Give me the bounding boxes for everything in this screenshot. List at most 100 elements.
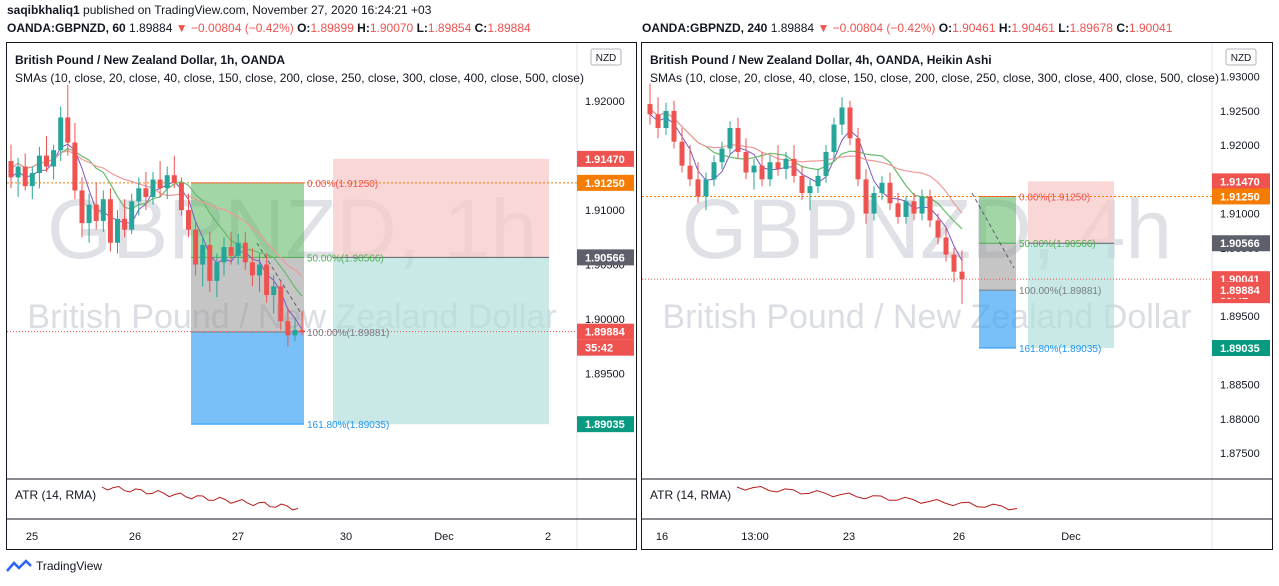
currency-label: NZD bbox=[596, 53, 617, 64]
candle-body bbox=[136, 188, 142, 202]
candle-body bbox=[847, 107, 853, 139]
y-tick-label: 1.88000 bbox=[1220, 414, 1260, 426]
fib-zone-50-100 bbox=[979, 243, 1016, 291]
candle-body bbox=[863, 179, 869, 214]
price-axis-label-bg bbox=[577, 150, 634, 167]
candle-body bbox=[178, 182, 184, 211]
candle-body bbox=[919, 196, 925, 214]
y-tick-label: 1.92500 bbox=[1220, 106, 1260, 118]
y-tick-label: 1.91000 bbox=[1220, 209, 1260, 221]
price-axis-label: 35:42 bbox=[585, 343, 613, 355]
sma-line bbox=[649, 108, 963, 214]
candle-body bbox=[242, 242, 248, 263]
candle-body bbox=[935, 220, 941, 238]
candle-body bbox=[44, 155, 49, 167]
candle-body bbox=[235, 242, 241, 256]
candle-body bbox=[887, 182, 893, 204]
candle-body bbox=[743, 151, 749, 173]
candle-body bbox=[22, 166, 28, 187]
candle-body bbox=[751, 165, 757, 173]
indicator-legend: SMAs (10, close, 20, close, 40, close, 1… bbox=[15, 71, 584, 85]
candle-body bbox=[823, 151, 829, 176]
candle-body bbox=[791, 158, 797, 176]
price-axis-label-bg bbox=[577, 339, 634, 356]
currency-label: NZD bbox=[1231, 53, 1252, 64]
fib-label: 161.80%(1.89035) bbox=[307, 420, 389, 431]
candle-body bbox=[207, 244, 213, 281]
target-zone bbox=[1028, 243, 1114, 349]
price-axis-label: 1.91250 bbox=[585, 178, 625, 190]
close-value: 1.89884 bbox=[487, 21, 531, 35]
chart-1h[interactable]: GBPNZD, 1hBritish Pound / New Zealand Do… bbox=[7, 43, 637, 550]
tradingview-logo-icon bbox=[6, 559, 32, 572]
price-axis-label: 1.89884 bbox=[585, 327, 626, 339]
candle-body bbox=[115, 218, 120, 243]
publish-info: published on TradingView.com, November 2… bbox=[83, 3, 432, 17]
candle-body bbox=[264, 264, 270, 296]
fib-label: 50.00%(1.90566) bbox=[1019, 239, 1096, 250]
price-axis-label: 1.89035 bbox=[1220, 343, 1260, 355]
chart-panel-4h[interactable]: GBPNZD, 4h British Pound / New Zealand Do… bbox=[641, 42, 1273, 550]
candle-body bbox=[943, 237, 949, 255]
chart-title: British Pound / New Zealand Dollar, 4h, … bbox=[650, 53, 992, 67]
candle-body bbox=[58, 117, 64, 151]
candle-body bbox=[679, 141, 685, 166]
x-tick-label: 23 bbox=[843, 531, 855, 543]
change: −0.00804 (−0.42%) bbox=[832, 21, 936, 35]
candle-body bbox=[193, 229, 199, 265]
low-value: 1.89678 bbox=[1069, 21, 1113, 35]
candle-body bbox=[839, 107, 845, 125]
brand-name[interactable]: TradingView bbox=[36, 559, 103, 573]
candle-body bbox=[671, 110, 677, 142]
y-tick-label: 1.88500 bbox=[1220, 380, 1260, 392]
currency-badge bbox=[1225, 48, 1257, 66]
footer: TradingView bbox=[6, 559, 102, 573]
candle-body bbox=[299, 329, 305, 333]
price-axis-label-bg bbox=[1212, 340, 1270, 357]
candle-body bbox=[831, 124, 837, 152]
symbol: OANDA:GBPNZD, 240 bbox=[642, 21, 768, 35]
sma-line bbox=[649, 113, 963, 262]
atr-line bbox=[101, 485, 299, 511]
candle-body bbox=[687, 165, 693, 180]
price-axis-label: 1.91250 bbox=[1220, 191, 1260, 203]
candle-body bbox=[72, 142, 78, 191]
price-axis-label-bg bbox=[577, 249, 634, 266]
price-axis-label-bg bbox=[1212, 235, 1270, 252]
x-tick-label: Dec bbox=[434, 531, 454, 543]
y-tick-label: 1.93000 bbox=[1220, 72, 1260, 84]
x-tick-label: 25 bbox=[26, 531, 38, 543]
indicator-legend: SMAs (10, close, 20, close, 40, close, 1… bbox=[650, 71, 1219, 85]
candle-body bbox=[164, 175, 170, 189]
close-value: 1.90041 bbox=[1128, 21, 1173, 35]
candle-body bbox=[15, 166, 21, 178]
fib-label: 50.00%(1.90566) bbox=[307, 253, 384, 264]
candle-body bbox=[727, 128, 733, 149]
chart-panel-1h[interactable]: GBPNZD, 1hBritish Pound / New Zealand Do… bbox=[6, 42, 637, 550]
high-value: 1.90070 bbox=[369, 21, 414, 35]
candle-body bbox=[655, 114, 661, 129]
candle-body bbox=[36, 155, 42, 174]
candle-body bbox=[719, 148, 725, 163]
author-name[interactable]: saqibkhaliq1 bbox=[7, 3, 80, 17]
candle-body bbox=[93, 204, 99, 221]
candle-body bbox=[703, 179, 709, 197]
price-axis-label: 1.89884 bbox=[1220, 285, 1261, 297]
atr-label: ATR (14, RMA) bbox=[650, 488, 731, 502]
symbol: OANDA:GBPNZD, 60 bbox=[7, 21, 126, 35]
y-tick-label: 1.87500 bbox=[1220, 448, 1260, 460]
candle-body bbox=[775, 162, 781, 170]
candle-body bbox=[815, 175, 821, 187]
candle-body bbox=[799, 175, 805, 194]
down-arrow-icon: ▼ bbox=[817, 21, 830, 35]
price-axis-label: 1.91470 bbox=[585, 154, 625, 166]
candle-body bbox=[871, 193, 877, 214]
candle-body bbox=[951, 254, 957, 272]
symbol-line-right: OANDA:GBPNZD, 240 1.89884 ▼ −0.00804 (−0… bbox=[642, 21, 1173, 35]
candle-body bbox=[107, 199, 113, 243]
candle-body bbox=[911, 201, 917, 214]
fib-label: 100.00%(1.89881) bbox=[1019, 286, 1101, 297]
candle-body bbox=[759, 165, 765, 180]
atr-label: ATR (14, RMA) bbox=[15, 488, 96, 502]
